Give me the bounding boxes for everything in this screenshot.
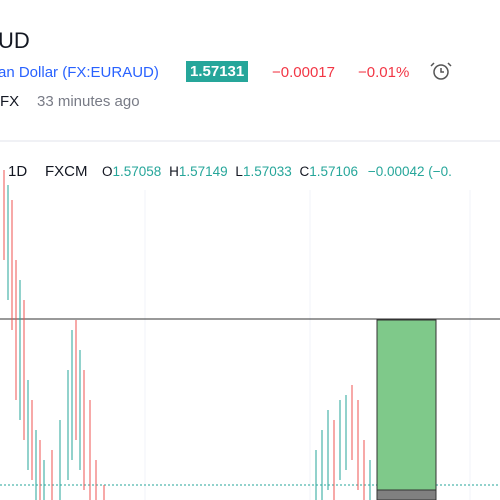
updated: 33 minutes ago <box>37 93 140 110</box>
legend-change: −0.00042 (−0. <box>367 164 452 179</box>
interval[interactable]: 1D <box>8 163 28 180</box>
change-percent: −0.01% <box>358 64 410 81</box>
open: 1.57058 <box>112 164 162 179</box>
label: H <box>169 164 179 179</box>
source: FXCM <box>45 163 88 180</box>
low: 1.57033 <box>242 164 292 179</box>
long-position-target <box>376 319 437 491</box>
exchange: FX <box>0 93 20 110</box>
price-badge: 1.57131 <box>186 61 249 82</box>
name: an Dollar <box>0 64 59 81</box>
label: C <box>299 164 310 179</box>
close: 1.57106 <box>309 164 359 179</box>
change: −0.00017 <box>272 64 335 81</box>
ticker[interactable]: (FX:EURAUD) <box>62 64 159 81</box>
instrument-name: an Dollar (FX:EURAUD) <box>0 64 159 81</box>
ohlc: O1.57058 H1.57149 L1.57033 C1.57106 −0.0… <box>102 164 452 179</box>
high: 1.57149 <box>178 164 228 179</box>
label: L <box>235 164 243 179</box>
alert-icon[interactable] <box>430 62 452 80</box>
candles <box>3 170 371 500</box>
long-position-stop <box>376 489 437 500</box>
label: O <box>102 164 113 179</box>
symbol: UD <box>0 28 30 53</box>
